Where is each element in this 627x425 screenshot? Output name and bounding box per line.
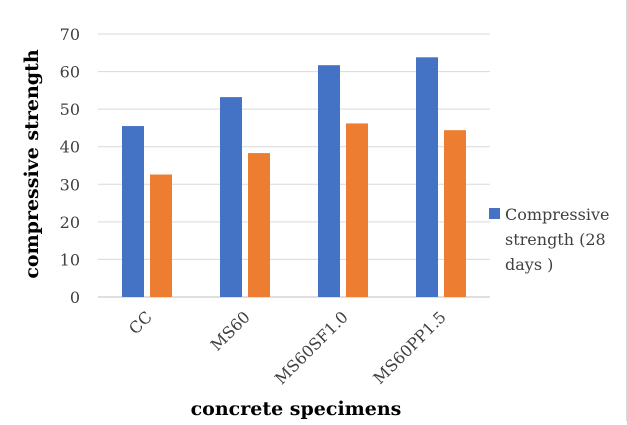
bar-ms60pp1-5-series-1 bbox=[416, 57, 438, 298]
bar-cc-series-1 bbox=[122, 126, 144, 297]
legend: Compressive strength (28 days ) bbox=[489, 205, 609, 274]
x-tick-label-ms60pp1-5: MS60PP1.5 bbox=[369, 307, 449, 387]
bar-ms60-series-2 bbox=[248, 153, 270, 297]
bar-cc-series-2 bbox=[150, 174, 172, 297]
legend-swatch-compressive-strength bbox=[489, 208, 500, 219]
bar-ms60pp1-5-series-2 bbox=[444, 130, 466, 297]
legend-label-line-3: days ) bbox=[505, 255, 553, 274]
legend-label-line-2: strength (28 bbox=[505, 230, 606, 249]
y-tick-label-70: 70 bbox=[60, 25, 80, 44]
x-tick-label-cc: CC bbox=[125, 307, 156, 338]
y-axis-title: compressive strength bbox=[21, 49, 43, 279]
bars bbox=[122, 57, 466, 298]
y-tick-label-60: 60 bbox=[60, 63, 80, 82]
y-tick-label-20: 20 bbox=[60, 213, 80, 232]
x-tick-label-ms60sf1-0: MS60SF1.0 bbox=[271, 307, 352, 388]
legend-label-line-1: Compressive bbox=[505, 205, 609, 224]
y-tick-label-40: 40 bbox=[60, 138, 80, 157]
bar-ms60-series-1 bbox=[220, 97, 242, 298]
y-tick-label-50: 50 bbox=[60, 100, 80, 119]
y-tick-label-10: 10 bbox=[60, 250, 80, 269]
y-tick-label-0: 0 bbox=[70, 288, 80, 307]
bar-ms60sf1-0-series-1 bbox=[318, 65, 340, 297]
y-tick-label-30: 30 bbox=[60, 175, 80, 194]
x-axis-title: concrete specimens bbox=[191, 398, 402, 420]
bar-ms60sf1-0-series-2 bbox=[346, 123, 368, 297]
x-tick-label-ms60: MS60 bbox=[207, 307, 254, 354]
